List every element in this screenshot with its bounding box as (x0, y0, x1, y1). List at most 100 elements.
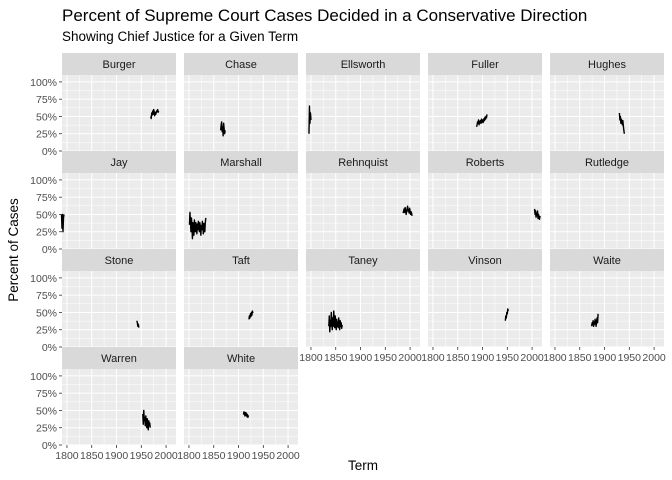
x-tick-label: 1900 (227, 450, 251, 462)
x-tick-label: 1850 (568, 352, 592, 364)
facet-strip-label: Burger (102, 59, 135, 71)
facet-panel-chase: Chase (184, 53, 298, 152)
panel-background (306, 75, 420, 151)
data-line-waite (590, 313, 599, 327)
data-line-warren (142, 409, 151, 431)
x-tick-label: 1800 (421, 352, 445, 364)
y-tick-label: 50% (36, 405, 57, 417)
facet-strip-label: White (227, 353, 255, 365)
x-tick-label: 1950 (618, 352, 642, 364)
panel-background (184, 271, 298, 347)
panel-background (428, 271, 542, 347)
data-line-rehnquist (402, 205, 413, 216)
facet-strip (184, 53, 298, 75)
facet-panel-rutledge: Rutledge (550, 151, 664, 250)
facet-panel-roberts: Roberts (428, 151, 542, 250)
y-tick-label: 50% (36, 111, 57, 123)
panel-background (306, 173, 420, 249)
y-axis-title: Percent of Cases (6, 198, 21, 302)
y-tick-label: 25% (36, 129, 57, 141)
data-line-ellsworth (308, 105, 312, 134)
panel-background (184, 173, 298, 249)
panel-background (550, 173, 664, 249)
facet-strip (184, 347, 298, 369)
y-tick-label: 100% (30, 273, 57, 285)
panel-background (428, 173, 542, 249)
x-tick-label: 1950 (496, 352, 520, 364)
facet-panel-ellsworth: Ellsworth (306, 53, 420, 152)
facet-strip (428, 249, 542, 271)
data-line-marshall (188, 211, 207, 240)
facet-strip-label: Ellsworth (341, 59, 386, 71)
facet-strip (428, 53, 542, 75)
x-tick-label: 2000 (276, 450, 300, 462)
x-tick-label: 1950 (130, 450, 154, 462)
panel-background (62, 369, 176, 445)
y-tick-label: 25% (36, 227, 57, 239)
facet-strip (550, 249, 664, 271)
x-tick-label: 1900 (593, 352, 617, 364)
facet-strip-label: Hughes (588, 59, 626, 71)
data-line-stone (136, 320, 140, 328)
facet-strip (184, 249, 298, 271)
data-line-hughes (618, 112, 626, 134)
x-tick-label: 1950 (374, 352, 398, 364)
x-tick-label: 2000 (520, 352, 544, 364)
x-tick-label: 2000 (642, 352, 666, 364)
facet-panel-white: White 1800 1850 1900 1950 2000 (177, 347, 300, 462)
y-tick-label: 0% (42, 440, 57, 452)
panel-background (306, 271, 420, 347)
panel-background (184, 369, 298, 445)
data-line-jay (60, 213, 65, 233)
x-tick-label: 1900 (105, 450, 129, 462)
y-tick-label: 100% (30, 371, 57, 383)
x-tick-label: 1850 (202, 450, 226, 462)
x-tick-label: 1850 (446, 352, 470, 364)
facet-strip-label: Roberts (466, 157, 505, 169)
facet-strip-label: Taft (232, 255, 250, 267)
facet-panel-stone: Stone 0% 25% 50% 75% 100% (30, 249, 176, 354)
facet-panel-rehnquist: Rehnquist (306, 151, 420, 250)
facet-strip-label: Vinson (468, 255, 501, 267)
y-tick-label: 0% (42, 146, 57, 158)
panel-background (62, 173, 176, 249)
x-tick-label: 2000 (154, 450, 178, 462)
facet-strip-label: Rutledge (585, 157, 629, 169)
data-line-white (242, 411, 250, 419)
facet-strip-label: Fuller (471, 59, 499, 71)
data-line-fuller (475, 114, 488, 127)
data-line-roberts (533, 208, 541, 220)
facet-strip-label: Warren (101, 353, 137, 365)
facet-strip-label: Taney (348, 255, 378, 267)
data-line-chase (219, 121, 226, 137)
facet-panel-jay: Jay 0% 25% 50% 75% 100% (30, 151, 176, 256)
facet-strip (306, 53, 420, 75)
facet-strip (62, 249, 176, 271)
facet-strip-label: Stone (105, 255, 134, 267)
x-tick-label: 1950 (252, 450, 276, 462)
facet-panel-taney: Taney 1800 1850 1900 1950 2000 (299, 249, 422, 364)
data-line-burger (150, 108, 160, 120)
panel-background (550, 75, 664, 151)
facet-panels: Burger 0% 25% 50% 75% 100% Chase Ellsworth Fulle… (30, 53, 666, 462)
chart-subtitle: Showing Chief Justice for a Given Term (62, 29, 298, 44)
panel-background (184, 75, 298, 151)
facet-strip (184, 151, 298, 173)
data-line-taney (328, 310, 343, 333)
facet-strip-label: Chase (225, 59, 257, 71)
y-tick-label: 75% (36, 388, 57, 400)
x-axis-title: Term (348, 458, 378, 473)
facet-strip (428, 151, 542, 173)
facet-strip (62, 347, 176, 369)
facet-strip (550, 53, 664, 75)
facet-panel-taft: Taft (184, 249, 298, 348)
facet-panel-hughes: Hughes (550, 53, 664, 152)
facet-strip-label: Jay (110, 157, 128, 169)
chart-title: Percent of Supreme Court Cases Decided i… (62, 6, 587, 25)
y-tick-label: 75% (36, 290, 57, 302)
y-tick-label: 75% (36, 192, 57, 204)
x-tick-label: 1800 (299, 352, 323, 364)
y-tick-label: 0% (42, 342, 57, 354)
y-tick-label: 50% (36, 307, 57, 319)
x-tick-label: 1800 (55, 450, 79, 462)
